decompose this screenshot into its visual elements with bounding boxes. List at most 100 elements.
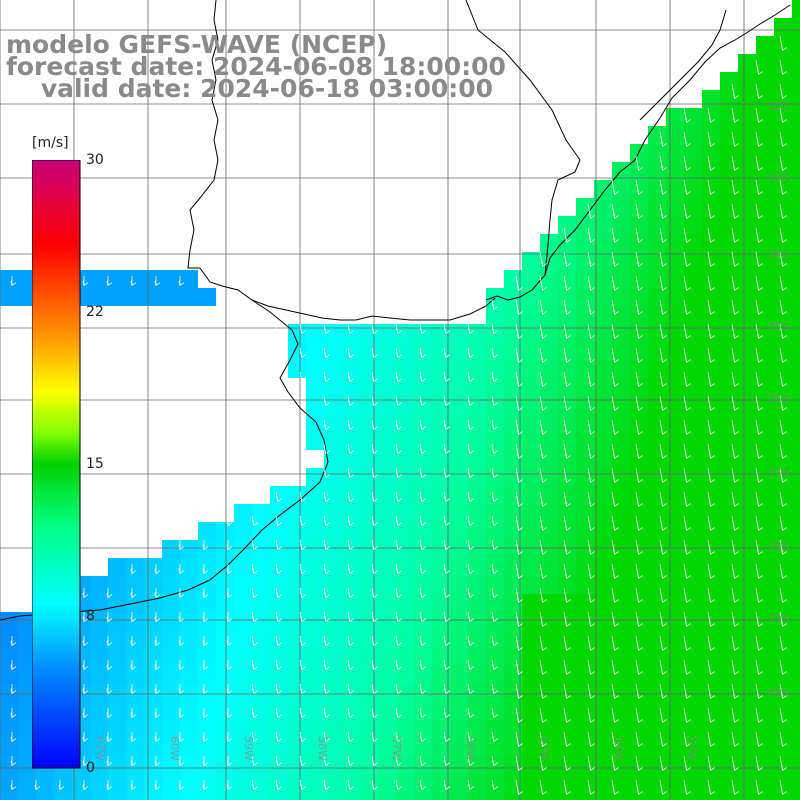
border-uruguay (187, 0, 219, 269)
wind-cell (630, 252, 648, 270)
wind-arrow (755, 659, 763, 675)
wind-cell (702, 630, 720, 648)
wind-cell (486, 594, 504, 612)
wind-cell (360, 630, 378, 648)
wind-cell (414, 378, 432, 396)
wind-cell (756, 72, 774, 90)
wind-cell (522, 486, 540, 504)
wind-cell (126, 270, 144, 288)
wind-cell (468, 540, 486, 558)
wind-cell (396, 594, 414, 612)
wind-cell (486, 378, 504, 396)
wind-arrow (323, 563, 331, 574)
wind-cell (450, 648, 468, 666)
wind-cell (738, 162, 756, 180)
wind-cell (774, 792, 792, 800)
wind-cell (432, 648, 450, 666)
wind-arrow (515, 299, 523, 315)
wind-cell (162, 594, 180, 612)
wind-arrow (635, 683, 643, 699)
wind-cell (648, 522, 666, 540)
wind-cell (468, 792, 486, 800)
wind-arrow (683, 683, 691, 699)
wind-cell (612, 468, 630, 486)
wind-cell (144, 288, 162, 306)
wind-arrow (659, 227, 667, 243)
wind-cell (450, 450, 468, 468)
wind-cell (702, 198, 720, 216)
wind-arrow (683, 107, 691, 123)
wind-cell (378, 378, 396, 396)
wind-cell (414, 342, 432, 360)
wind-cell (684, 216, 702, 234)
wind-cell (432, 414, 450, 432)
wind-arrow (323, 515, 331, 526)
wind-cell (684, 396, 702, 414)
wind-cell (450, 414, 468, 432)
wind-cell (270, 504, 288, 522)
wind-cell (630, 756, 648, 774)
wind-arrow (515, 347, 523, 363)
wind-cell (126, 612, 144, 630)
wind-arrow (683, 347, 691, 363)
wind-cell (396, 468, 414, 486)
wind-arrow (202, 612, 209, 622)
wind-arrow (731, 179, 739, 195)
wind-arrow (635, 587, 643, 603)
wind-cell (522, 756, 540, 774)
wind-cell (288, 558, 306, 576)
wind-arrow (82, 276, 89, 286)
wind-cell (702, 180, 720, 198)
wind-cell (378, 630, 396, 648)
wind-arrow (755, 515, 763, 531)
wind-cell (720, 90, 738, 108)
wind-arrow (635, 659, 643, 675)
wind-cell (558, 396, 576, 414)
wind-arrow (539, 755, 547, 771)
wind-arrow (275, 683, 283, 694)
wind-cell (648, 774, 666, 792)
wind-cell (684, 702, 702, 720)
wind-cell (540, 288, 558, 306)
wind-cell (162, 666, 180, 684)
wind-arrow (467, 395, 475, 406)
wind-cell (378, 504, 396, 522)
wind-cell (648, 360, 666, 378)
wind-arrow (395, 371, 403, 382)
wind-arrow (323, 323, 331, 334)
wind-cell (216, 756, 234, 774)
wind-arrow (755, 227, 763, 243)
wind-cell (702, 378, 720, 396)
wind-arrow (779, 35, 787, 51)
wind-cell (648, 180, 666, 198)
wind-cell (324, 738, 342, 756)
wind-cell (414, 702, 432, 720)
wind-cell (144, 792, 162, 800)
wind-cell (360, 522, 378, 540)
wind-cell (378, 720, 396, 738)
wind-cell (90, 612, 108, 630)
wind-cell (0, 774, 18, 792)
wind-arrow (635, 731, 643, 747)
wind-cell (738, 378, 756, 396)
wind-arrow (539, 587, 547, 603)
wind-cell (162, 558, 180, 576)
wind-cell (630, 558, 648, 576)
wind-cell (612, 720, 630, 738)
wind-cell (792, 450, 800, 468)
wind-cell (612, 792, 630, 800)
wind-cell (90, 594, 108, 612)
wind-arrow (707, 467, 715, 483)
wind-arrow (683, 587, 691, 603)
wind-cell (504, 486, 522, 504)
wind-cell (738, 450, 756, 468)
wind-cell (306, 432, 324, 450)
wind-cell (612, 504, 630, 522)
wind-cell (162, 792, 180, 800)
wind-arrow (707, 323, 715, 339)
wind-cell (594, 252, 612, 270)
wind-cell (324, 666, 342, 684)
wind-cell (720, 414, 738, 432)
wind-cell (720, 270, 738, 288)
wind-arrow (707, 491, 715, 507)
